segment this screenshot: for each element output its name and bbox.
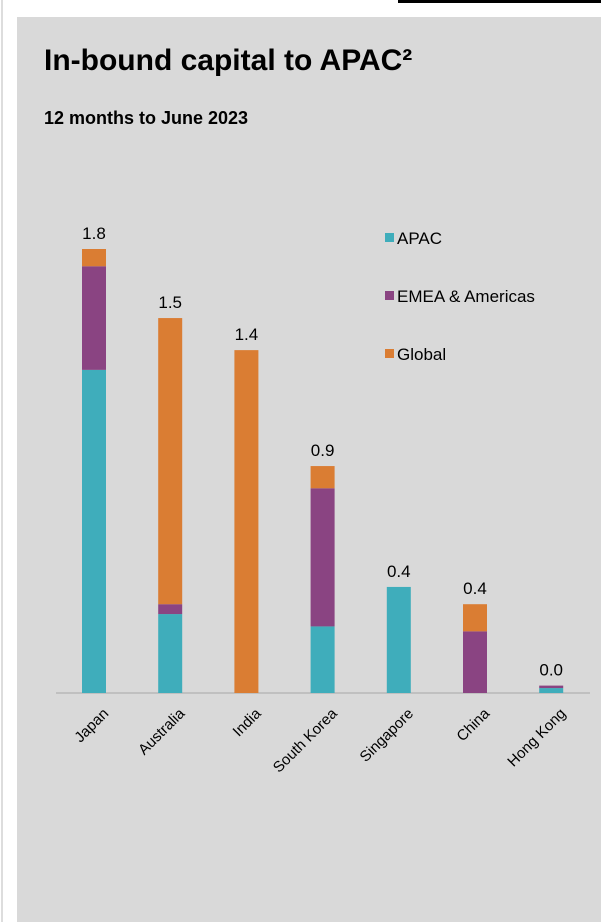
bar-segment xyxy=(82,266,106,370)
legend-swatch xyxy=(385,349,394,358)
chart-title: In-bound capital to APAC² xyxy=(44,44,412,77)
top-bar xyxy=(398,0,601,3)
bar-segment xyxy=(158,604,183,615)
legend-label: Global xyxy=(397,345,446,364)
legend-swatch xyxy=(385,233,394,242)
bar-segment xyxy=(82,249,106,267)
bar-segment xyxy=(463,631,487,693)
total-label: 0.4 xyxy=(463,579,487,598)
legend-label: EMEA & Americas xyxy=(397,287,535,306)
panel xyxy=(17,17,601,922)
bar-segment xyxy=(234,350,259,693)
bar-segment xyxy=(310,466,335,489)
total-label: 1.8 xyxy=(82,224,106,243)
total-label: 0.0 xyxy=(539,661,563,680)
chart-subtitle: 12 months to June 2023 xyxy=(44,108,248,128)
bar-segment xyxy=(539,688,564,693)
bar-segment xyxy=(158,318,183,605)
bar-segment xyxy=(463,604,487,632)
bar-segment xyxy=(386,586,411,693)
bar-segment xyxy=(82,369,106,693)
bar-segment xyxy=(158,614,183,693)
total-label: 1.4 xyxy=(235,325,259,344)
total-label: 0.9 xyxy=(311,441,335,460)
legend-label: APAC xyxy=(397,229,442,248)
legend-swatch xyxy=(385,291,394,300)
bar-segment xyxy=(539,685,564,689)
total-label: 1.5 xyxy=(158,293,182,312)
bar-segment xyxy=(310,488,335,627)
total-label: 0.4 xyxy=(387,562,411,581)
bar-segment xyxy=(310,626,335,693)
